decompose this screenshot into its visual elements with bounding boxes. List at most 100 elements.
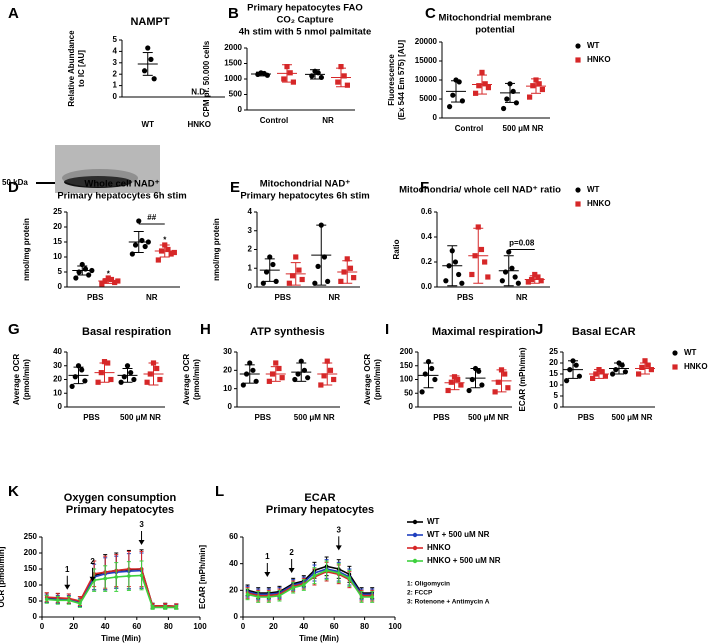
point (429, 365, 435, 372)
point (535, 274, 541, 280)
point (312, 573, 317, 578)
x-tick-label: 500 μM NR (120, 413, 161, 422)
panel-letter: A (8, 5, 19, 22)
y-tick-label: 15 (549, 369, 558, 378)
x-tick-label: 60 (132, 622, 141, 631)
legend-label: HNKO (427, 543, 451, 552)
panel-title: Primary hepatocytes (66, 504, 174, 516)
y-axis-label: nmol/mg protein (22, 218, 31, 281)
y-axis-label: nmol/mg protein (212, 218, 221, 281)
y-axis-label: ECAR [mPh/min] (198, 545, 207, 609)
point (475, 224, 481, 230)
x-tick-label: 500 μM NR (503, 124, 544, 133)
point (44, 597, 49, 602)
point (359, 595, 364, 599)
y-tick-label: 10 (53, 388, 62, 397)
point (432, 376, 438, 383)
legend-label: HNKO (587, 199, 611, 208)
legend-label: HNKO (587, 55, 611, 64)
y-tick-label: 0.6 (421, 207, 433, 216)
point (347, 576, 352, 581)
y-tick-label: 0 (238, 105, 243, 114)
legend-label: WT (427, 517, 440, 526)
point (459, 280, 465, 286)
point (456, 271, 462, 278)
panel-title: Oxygen consumption (64, 492, 177, 504)
y-tick-label: 4 (113, 47, 118, 56)
y-tick-label: 10 (549, 380, 558, 389)
panel-title: Mitochondrial NAD⁺ (260, 179, 351, 190)
y-tick-label: 40 (229, 559, 238, 568)
legend-marker (672, 350, 678, 356)
point (512, 274, 518, 280)
annotation: p=0.08 (509, 239, 535, 248)
point (112, 279, 118, 286)
y-tick-label: 50 (28, 596, 37, 605)
y-tick-label: 5 (58, 267, 63, 276)
point (325, 278, 331, 284)
arrow-label: 3 (337, 525, 342, 534)
legend-marker (672, 364, 678, 370)
y-tick-label: 1000 (224, 74, 242, 83)
point (478, 246, 485, 253)
y-tick-label: 20 (549, 358, 558, 367)
y-tick-label: 10 (53, 252, 62, 261)
y-axis-label: OCR [pmol/min] (0, 546, 6, 607)
point (305, 375, 311, 381)
point (298, 358, 304, 364)
point (443, 278, 449, 284)
y-tick-label: 1 (113, 81, 118, 90)
point (619, 362, 625, 368)
x-tick-label: 0 (40, 622, 45, 631)
y-tick-label: 20 (229, 585, 238, 594)
point (253, 378, 259, 384)
y-tick-label: 0 (433, 113, 438, 122)
point (69, 383, 75, 389)
point (273, 278, 279, 284)
y-tick-label: 20 (53, 222, 62, 231)
point (538, 278, 544, 284)
point (445, 387, 451, 394)
point (338, 64, 344, 70)
point (245, 592, 250, 597)
y-tick-label: 5 (554, 391, 559, 400)
point (613, 367, 619, 373)
point (142, 243, 148, 250)
point (318, 382, 324, 388)
point (86, 272, 92, 278)
x-tick-label: PBS (457, 293, 474, 302)
y-axis-label: Average OCR (182, 354, 191, 406)
legend-label: HNKO (684, 362, 708, 371)
x-tick-label: 0 (241, 622, 246, 631)
point (476, 368, 482, 374)
annotation: * (107, 270, 111, 279)
x-tick-label: WT (142, 120, 155, 129)
point (136, 218, 142, 224)
note: 1: Oligomycin (407, 581, 450, 588)
line (46, 568, 177, 607)
y-tick-label: 250 (24, 532, 38, 541)
point (324, 358, 330, 364)
panel-letter: G (8, 321, 20, 338)
point (286, 280, 292, 286)
y-tick-label: 0.2 (421, 257, 433, 266)
point (479, 382, 485, 388)
point (155, 257, 161, 263)
point (247, 360, 253, 366)
legend-label: WT (587, 185, 600, 194)
point (270, 261, 276, 268)
point (277, 593, 282, 598)
y-axis-label: (pmol/min) (192, 359, 201, 400)
x-tick-label: 500 μM NR (612, 413, 653, 422)
legend-marker (412, 519, 418, 525)
x-tick-label: HNKO (187, 120, 211, 129)
point (347, 265, 354, 271)
y-tick-label: 10000 (415, 75, 438, 84)
point (338, 278, 344, 284)
x-tick-label: 80 (164, 622, 173, 631)
panel-title: ECAR (304, 492, 335, 504)
panel-title: Primary hepatocytes 6h stim (240, 191, 369, 202)
point (168, 251, 174, 257)
point (469, 271, 475, 278)
point (295, 371, 301, 377)
